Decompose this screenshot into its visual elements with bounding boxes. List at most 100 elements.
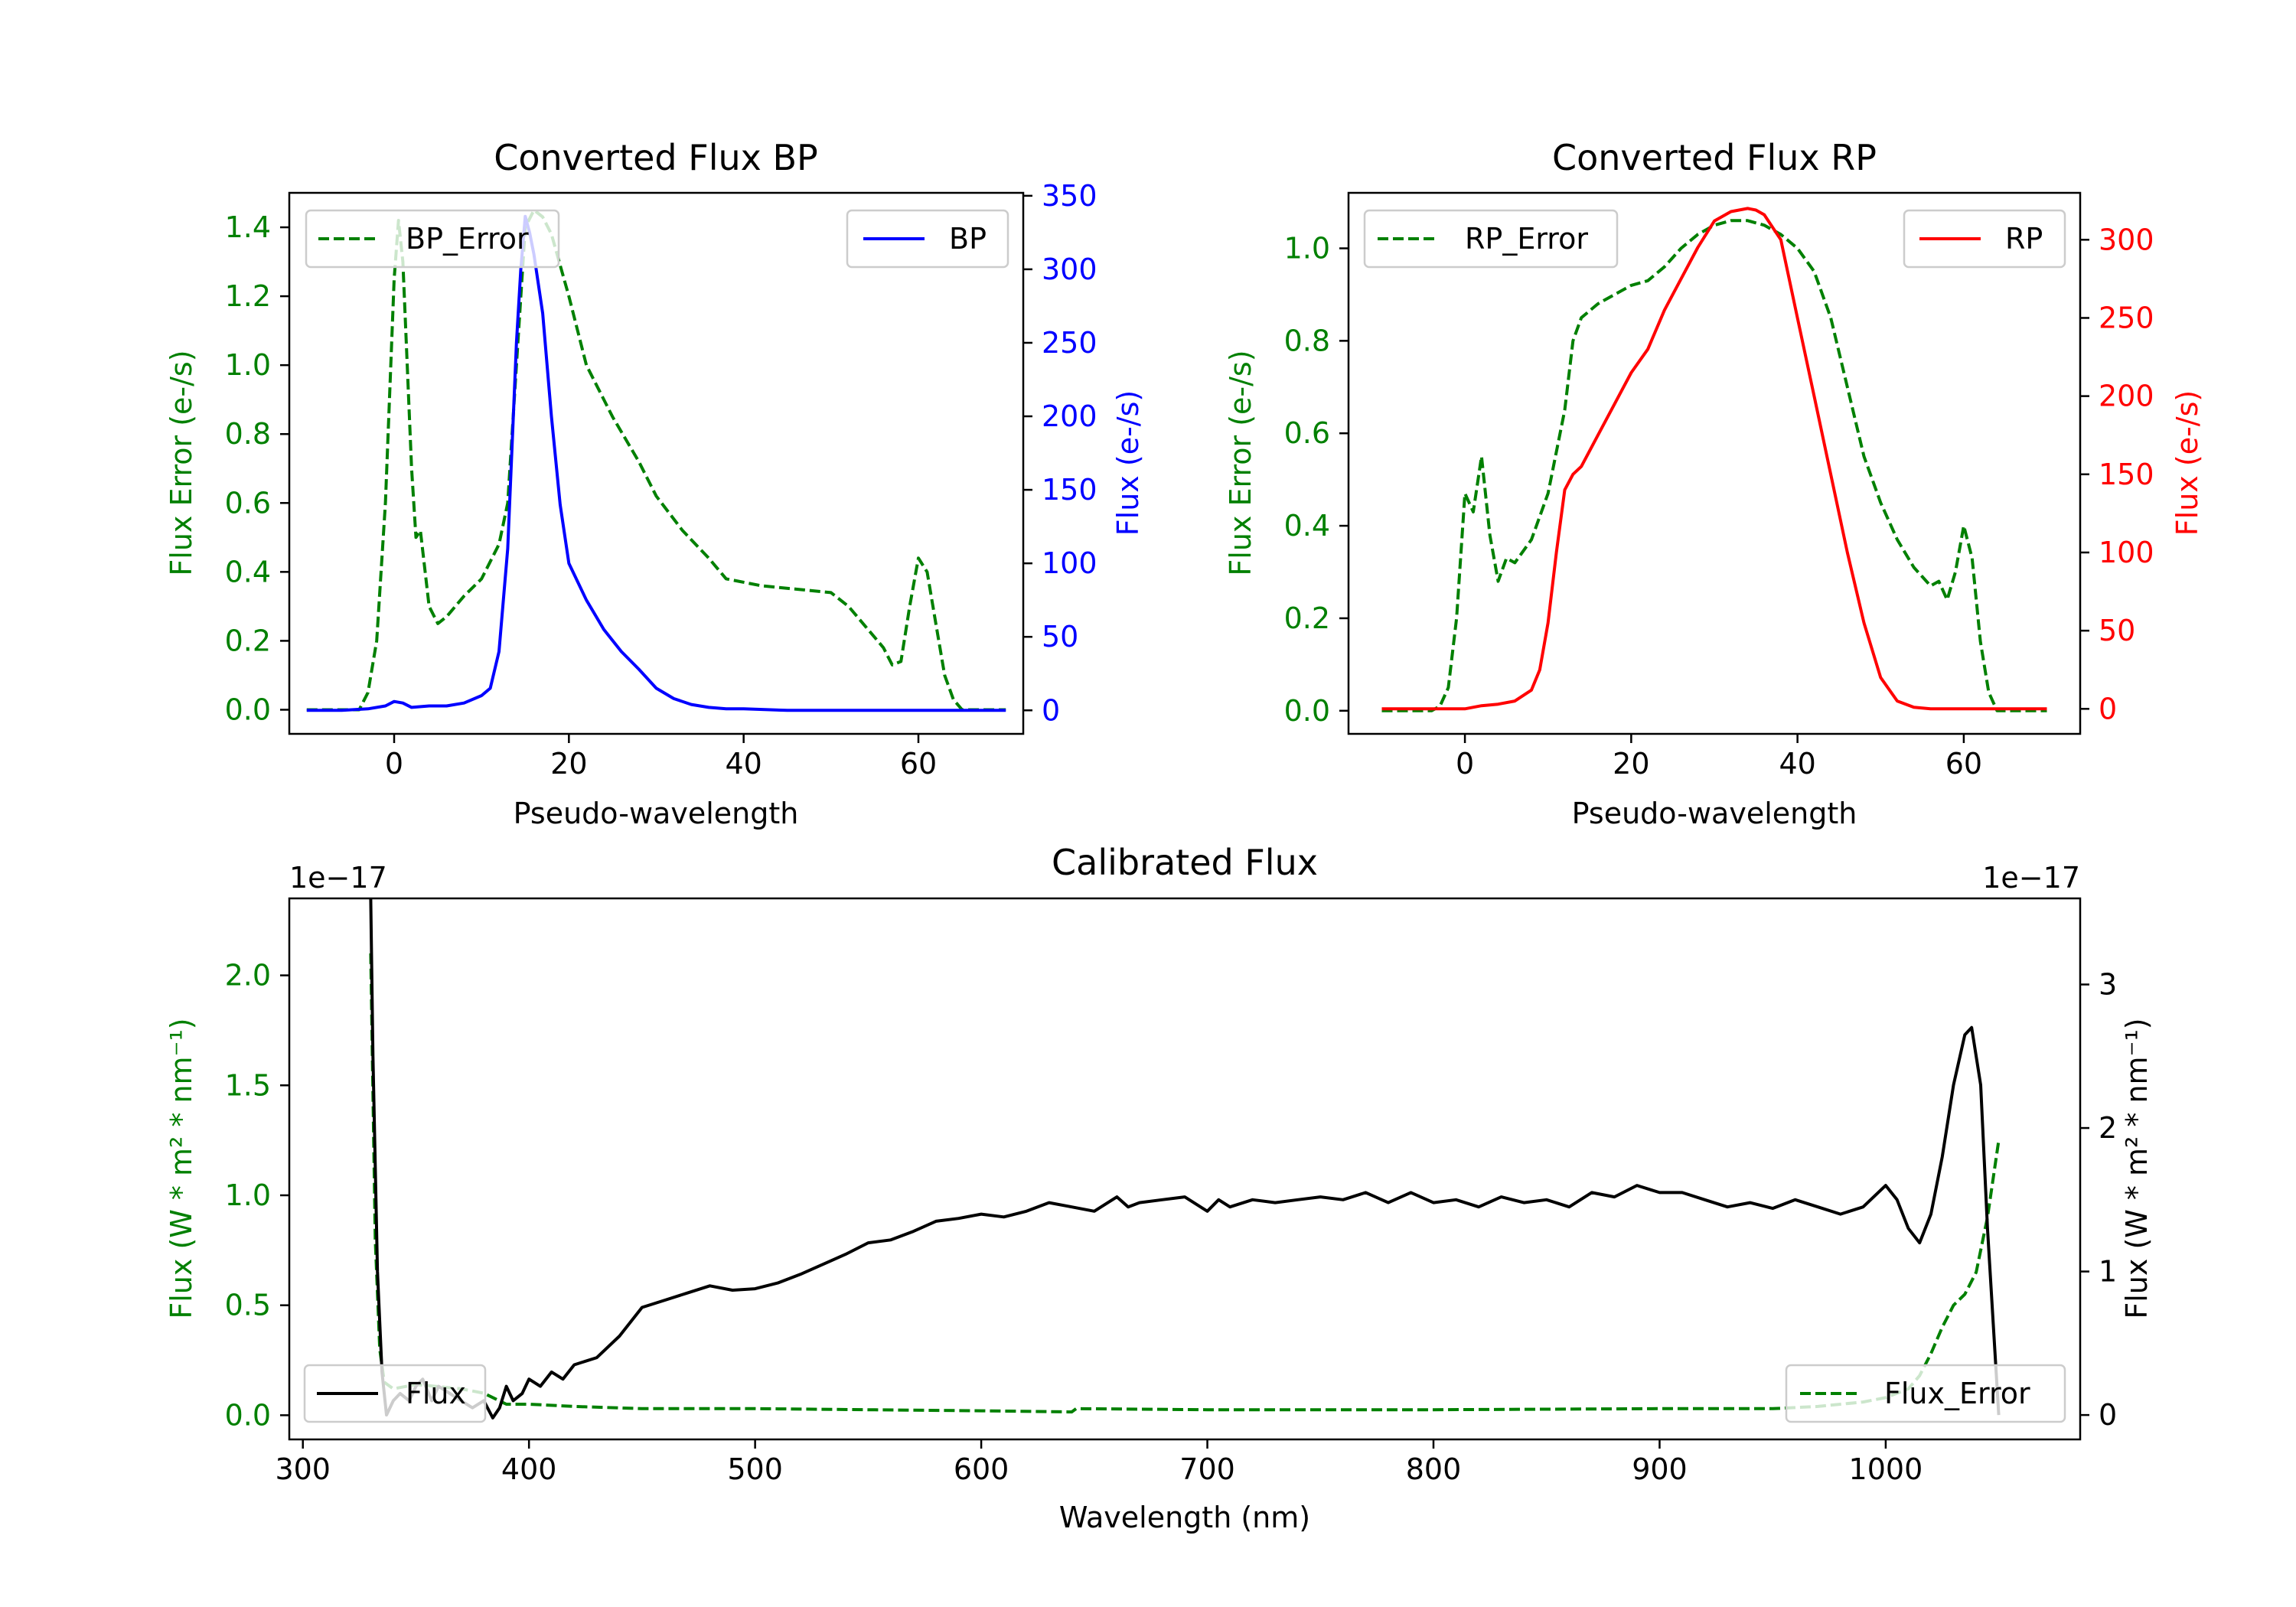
legend-label: RP_Error <box>1465 222 1588 256</box>
y-axis-right-ticks: 0 1 2 3 <box>2080 968 2117 1432</box>
x-axis-label: Pseudo-wavelength <box>514 797 799 830</box>
y-right-tick-label: 200 <box>2099 380 2154 413</box>
legend-label: BP <box>949 222 987 256</box>
x-tick-label: 300 <box>275 1452 331 1486</box>
y-right-tick-label: 300 <box>2099 223 2154 256</box>
plot-frame <box>288 191 1025 735</box>
x-tick-label: 800 <box>1406 1452 1462 1486</box>
legend-label: RP <box>2005 222 2043 256</box>
y-left-tick-label: 1.4 <box>225 210 271 244</box>
y-right-tick-label: 0 <box>1042 693 1060 727</box>
y-axis-left-label: Flux Error (e-/s) <box>1224 350 1257 575</box>
y-axis-right-ticks: 0 50 100 150 200 250 300 <box>2080 223 2154 725</box>
y-axis-left-label: Flux Error (e-/s) <box>165 350 198 575</box>
y-left-tick-label: 0.0 <box>225 693 271 726</box>
x-tick-label: 0 <box>1456 747 1474 781</box>
y-right-tick-label: 250 <box>2099 301 2154 334</box>
y-right-tick-label: 0 <box>2099 692 2117 725</box>
y-right-tick-label: 150 <box>1042 473 1097 507</box>
legend-bp: BP <box>846 209 1009 269</box>
y-axis-right-label: Flux (W * m² * nm⁻¹) <box>2120 1018 2154 1319</box>
legend-flux-error: Flux_Error <box>1785 1364 2066 1423</box>
x-tick-label: 700 <box>1179 1452 1235 1486</box>
legend-rp-error: RP_Error <box>1363 209 1619 269</box>
legend-flux: Flux <box>303 1364 487 1423</box>
legend-rp: RP <box>1903 209 2066 269</box>
x-tick-label: 40 <box>1779 747 1815 781</box>
legend-frame <box>303 1364 487 1423</box>
y-axis-right-ticks: 0 50 100 150 200 250 300 350 <box>1023 179 1097 727</box>
y-right-tick-label: 0 <box>2099 1398 2117 1432</box>
y-right-tick-label: 100 <box>2099 536 2154 569</box>
y-right-tick-label: 100 <box>1042 546 1097 580</box>
y-right-tick-label: 1 <box>2099 1255 2117 1289</box>
y-left-tick-label: 0.6 <box>225 486 271 520</box>
x-tick-label: 20 <box>1613 747 1649 781</box>
legend-label: Flux <box>406 1377 466 1410</box>
x-tick-label: 1000 <box>1849 1452 1923 1486</box>
x-tick-label: 500 <box>727 1452 783 1486</box>
plot-frame <box>288 897 2082 1441</box>
y-left-tick-label: 0.4 <box>1284 509 1330 543</box>
legend-bp-error: BP_Error <box>305 209 560 269</box>
y-left-tick-label: 1.0 <box>225 348 271 382</box>
y-right-tick-label: 3 <box>2099 968 2117 1002</box>
panel-converted-flux-bp: Converted Flux BP 0 20 40 60 0.00.20.40.60.… <box>165 137 1145 830</box>
y-left-tick-label: 1.0 <box>225 1178 271 1212</box>
x-axis-label: Wavelength (nm) <box>1059 1501 1310 1534</box>
y-left-tick-label: 1.2 <box>225 279 271 313</box>
x-tick-label: 600 <box>954 1452 1009 1486</box>
plot-area <box>369 898 2001 1420</box>
y-right-tick-label: 150 <box>2099 458 2154 491</box>
y-axis-right-offset: 1e−17 <box>1982 861 2080 895</box>
y-right-tick-label: 250 <box>1042 326 1097 360</box>
y-right-tick-label: 200 <box>1042 399 1097 433</box>
series-line-rp <box>1381 207 2047 711</box>
y-left-tick-label: 0.6 <box>1284 416 1330 450</box>
y-left-tick-label: 0.2 <box>225 624 271 657</box>
series-line-bp <box>306 214 1006 712</box>
legend-frame <box>1785 1364 2066 1423</box>
y-left-tick-label: 0.2 <box>1284 601 1330 635</box>
plot-area <box>1381 207 2047 712</box>
x-axis-ticks: 0 20 40 60 <box>1456 734 1982 781</box>
y-right-tick-label: 350 <box>1042 179 1097 213</box>
y-left-tick-label: 0.0 <box>225 1398 271 1432</box>
x-tick-label: 400 <box>501 1452 557 1486</box>
y-axis-left-ticks: 0.0 0.2 0.4 0.6 0.8 1.0 1.2 1.4 <box>225 210 289 726</box>
x-tick-label: 20 <box>550 747 587 781</box>
y-left-tick-label: 0.8 <box>225 417 271 451</box>
y-left-tick-label: 1.0 <box>1284 232 1330 266</box>
legend-frame <box>305 209 560 269</box>
y-left-tick-label: 0.4 <box>225 555 271 588</box>
x-tick-label: 900 <box>1632 1452 1688 1486</box>
panel-converted-flux-rp: Converted Flux RP 0 20 40 60 0.00.20.40.60.… <box>1224 137 2204 830</box>
y-axis-left-ticks: 0.0 0.2 0.4 0.6 0.8 1.0 <box>1284 232 1349 728</box>
y-right-tick-label: 2 <box>2099 1111 2117 1145</box>
y-left-tick-label: 2.0 <box>225 959 271 993</box>
chart-title: Calibrated Flux <box>1052 842 1318 883</box>
plot-frame <box>1347 191 2082 735</box>
y-axis-left-ticks: 0.0 0.5 1.0 1.5 2.0 <box>225 959 289 1432</box>
panel-calibrated-flux: Calibrated Flux 1e−17 1e−17 300 400 500 600… <box>165 842 2154 1534</box>
series-line-rp-error <box>1381 219 2047 712</box>
y-right-tick-label: 300 <box>1042 253 1097 286</box>
chart-title: Converted Flux BP <box>494 137 818 178</box>
y-left-tick-label: 1.5 <box>225 1068 271 1102</box>
x-tick-label: 40 <box>725 747 762 781</box>
y-left-tick-label: 0.8 <box>1284 324 1330 357</box>
y-axis-left-offset: 1e−17 <box>289 861 387 895</box>
y-axis-left-label: Flux (W * m² * nm⁻¹) <box>165 1018 198 1319</box>
legend-frame <box>846 209 1009 269</box>
y-right-tick-label: 50 <box>1042 620 1078 654</box>
legend-label: BP_Error <box>406 222 529 256</box>
y-axis-right-label: Flux (e-/s) <box>2170 390 2204 536</box>
series-line-flux-error <box>369 953 2001 1414</box>
x-axis-ticks: 300 400 500 600 700 800 900 1000 <box>275 1439 1923 1486</box>
y-left-tick-label: 0.5 <box>225 1289 271 1322</box>
legend-frame <box>1903 209 2066 269</box>
plot-area <box>306 208 1006 712</box>
chart-title: Converted Flux RP <box>1552 137 1877 178</box>
y-left-tick-label: 0.0 <box>1284 694 1330 728</box>
